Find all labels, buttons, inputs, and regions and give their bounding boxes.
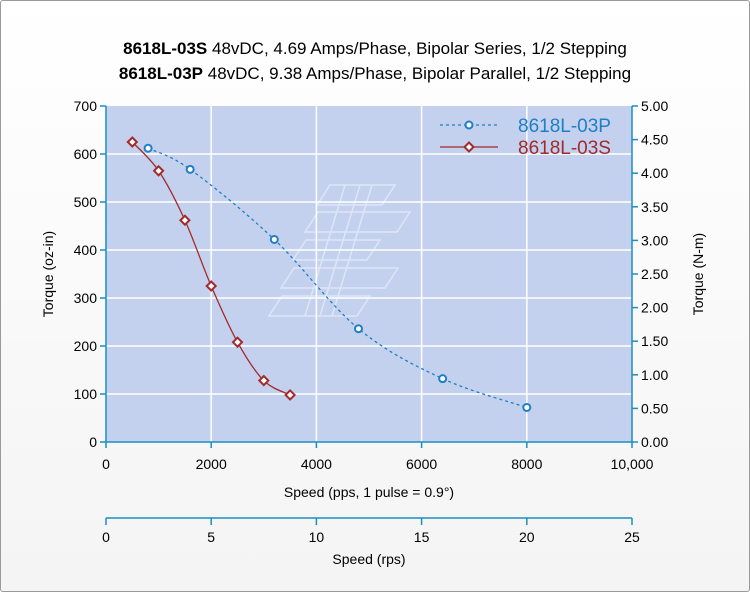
y-tick-label: 600: [74, 146, 98, 162]
data-point-8618l-03s: [178, 214, 191, 227]
x-tick-label: 8000: [511, 456, 542, 472]
y2-tick-label: 1.00: [641, 367, 668, 383]
series-line-8618l-03p: [147, 147, 528, 409]
x2-tick-label: 10: [309, 529, 325, 545]
data-point-8618l-03s: [257, 374, 270, 387]
y-tick-label: 700: [74, 98, 98, 114]
data-point-8618l-03s: [205, 280, 218, 292]
x-tick-label: 10,000: [611, 456, 654, 472]
title-spec-s: 48vDC, 4.69 Amps/Phase, Bipolar Series, …: [207, 39, 627, 58]
data-point-8618l-03p: [269, 234, 279, 244]
y2-tick-label: 2.00: [641, 300, 668, 316]
data-point-8618l-03p: [438, 374, 448, 384]
y2-tick-label: 0.00: [641, 434, 668, 450]
y-tick-label: 300: [74, 290, 98, 306]
x2-axis-label: Speed (rps): [332, 551, 405, 567]
axes: 0 2000 4000 6000 8000 10,00001002003004005006…: [74, 98, 669, 545]
chart-title-line-1: 8618L-03S 48vDC, 4.69 Amps/Phase, Bipola…: [0, 39, 750, 59]
x2-tick-label: 15: [414, 529, 430, 545]
y2-tick-label: 3.00: [641, 232, 668, 248]
y2-tick-label: 2.50: [641, 266, 668, 282]
title-spec-p: 48vDC, 9.38 Amps/Phase, Bipolar Parallel…: [203, 64, 632, 83]
data-point-8618l-03s: [152, 164, 165, 177]
y2-tick-label: 5.00: [641, 98, 668, 114]
y2-tick-label: 4.00: [641, 165, 668, 181]
legend-label-8618l-03s: 8618L-03S: [518, 138, 611, 159]
y-tick-label: 400: [74, 242, 98, 258]
title-model-s: 8618L-03S: [123, 39, 208, 58]
data-point-8618l-03s: [126, 136, 139, 148]
y2-tick-label: 3.50: [641, 199, 668, 215]
y-tick-label: 200: [74, 338, 98, 354]
x2-tick-label: 25: [624, 529, 640, 545]
data-point-8618l-03p: [522, 402, 532, 412]
x-axis-label: Speed (pps, 1 pulse = 0.9°): [284, 484, 454, 500]
legend-marker-8618l-03s: [463, 141, 475, 153]
y-tick-label: 0: [89, 434, 97, 450]
y-axis-label: Torque (oz-in): [40, 231, 56, 317]
y-tick-label: 500: [74, 194, 98, 210]
data-point-8618l-03p: [185, 164, 195, 174]
x-tick-label: 2000: [196, 456, 227, 472]
grid-lines: [106, 106, 632, 442]
x2-tick-label: 5: [207, 529, 215, 545]
x2-tick-label: 20: [519, 529, 535, 545]
y2-tick-label: 4.50: [641, 132, 668, 148]
data-point-8618l-03s: [284, 389, 297, 401]
y2-axis-label: Torque (N-m): [690, 233, 706, 315]
data-point-8618l-03s: [231, 336, 244, 349]
y-tick-label: 100: [74, 386, 98, 402]
legend-marker-8618l-03p: [464, 120, 474, 130]
series-layer: [126, 136, 532, 412]
plot-area: [106, 106, 632, 442]
x2-tick-label: 0: [102, 529, 110, 545]
x-tick-label: 6000: [406, 456, 437, 472]
chart-title-line-2: 8618L-03P 48vDC, 9.38 Amps/Phase, Bipola…: [0, 64, 750, 84]
x-tick-label: 4000: [301, 456, 332, 472]
x-tick-label: 0: [102, 456, 110, 472]
y2-tick-label: 1.50: [641, 333, 668, 349]
title-model-p: 8618L-03P: [118, 64, 204, 83]
y2-tick-label: 0.50: [641, 400, 668, 416]
data-point-8618l-03p: [143, 143, 153, 153]
legend-label-8618l-03p: 8618L-03P: [518, 116, 611, 137]
data-point-8618l-03p: [353, 324, 363, 334]
